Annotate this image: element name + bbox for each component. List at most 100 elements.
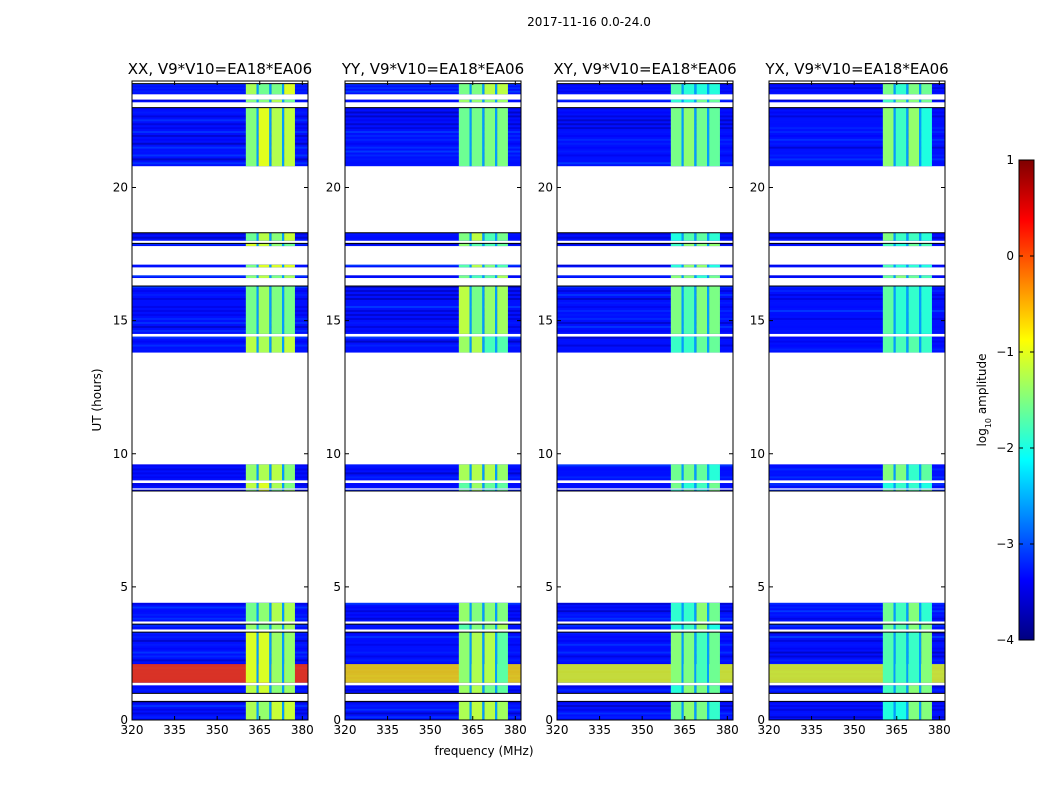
rfi-column — [258, 464, 270, 481]
colorbar-label-log: log — [975, 428, 989, 446]
noise-row — [769, 348, 945, 351]
rfi-column — [683, 232, 695, 241]
rfi-column — [458, 489, 470, 492]
noise-row — [769, 643, 945, 646]
rfi-gap — [256, 602, 259, 622]
x-tick-label: 365 — [248, 723, 271, 737]
rfi-column — [670, 624, 682, 630]
rfi-gap — [256, 632, 259, 683]
y-tick-label: 20 — [113, 181, 128, 195]
noise-row — [132, 651, 308, 654]
noise-row — [132, 489, 308, 491]
rfi-column — [882, 624, 894, 630]
rfi-column — [683, 264, 695, 268]
rfi-column — [458, 107, 470, 167]
rfi-column — [895, 275, 907, 279]
noise-row — [132, 301, 308, 304]
rfi-gap — [482, 489, 485, 492]
rfi-column — [921, 286, 932, 334]
y-tick-label: 5 — [545, 580, 553, 594]
noise-row — [557, 651, 733, 654]
rfi-gap — [893, 107, 896, 167]
rfi-column — [284, 336, 295, 353]
rfi-column — [471, 483, 483, 489]
rfi-column — [271, 632, 283, 683]
rfi-column — [471, 624, 483, 630]
noise-row — [132, 99, 308, 101]
noise-row — [345, 162, 521, 165]
rfi-column — [484, 232, 496, 241]
rfi-column — [497, 243, 508, 247]
rfi-column — [921, 701, 932, 720]
noise-row — [345, 158, 521, 161]
noise-row — [769, 606, 945, 609]
noise-row — [345, 294, 521, 296]
rfi-gap — [919, 99, 922, 103]
x-tick-label: 365 — [673, 723, 696, 737]
noise-row — [557, 643, 733, 646]
noise-row — [769, 301, 945, 304]
noise-row — [132, 275, 308, 277]
noise-row — [769, 232, 945, 235]
colorbar-tick-label: 0 — [1006, 249, 1014, 263]
noise-row — [345, 712, 521, 715]
noise-row — [345, 232, 521, 235]
noise-row — [132, 115, 308, 118]
noise-row — [345, 606, 521, 609]
rfi-column — [895, 286, 907, 334]
noise-row — [769, 716, 945, 719]
rfi-gap — [482, 602, 485, 622]
noise-row — [557, 305, 733, 308]
rfi-column — [271, 232, 283, 241]
rfi-column — [458, 602, 470, 622]
noise-row — [557, 275, 733, 277]
rfi-column — [497, 336, 508, 353]
rfi-column — [471, 83, 483, 95]
data-block — [345, 264, 521, 268]
rfi-column — [709, 624, 720, 630]
rfi-column — [670, 107, 682, 167]
noise-row — [345, 344, 521, 347]
rfi-column — [484, 99, 496, 103]
noise-row — [769, 659, 945, 662]
rfi-column — [458, 632, 470, 683]
rfi-column — [245, 685, 257, 694]
noise-row — [345, 309, 521, 312]
noise-row — [132, 483, 308, 486]
rfi-column — [895, 632, 907, 683]
noise-row — [557, 138, 733, 141]
rfi-gap — [256, 624, 259, 630]
noise-row — [132, 127, 308, 130]
rfi-gap — [282, 83, 285, 95]
rfi-gap — [707, 685, 710, 694]
noise-row — [769, 464, 945, 467]
noise-row — [557, 708, 733, 711]
rfi-column — [921, 489, 932, 492]
noise-row — [769, 115, 945, 118]
rfi-column — [271, 275, 283, 279]
rfi-column — [895, 483, 907, 489]
y-tick-label: 20 — [538, 181, 553, 195]
rfi-column — [484, 624, 496, 630]
rfi-gap — [681, 632, 684, 683]
rfi-column — [484, 336, 496, 353]
noise-row — [557, 146, 733, 149]
rfi-gap — [919, 232, 922, 241]
rfi-column — [484, 83, 496, 95]
y-axis-label: UT (hours) — [90, 368, 104, 431]
rfi-column — [895, 264, 907, 268]
x-tick-label: 380 — [716, 723, 739, 737]
rfi-column — [484, 243, 496, 247]
noise-row — [769, 329, 945, 332]
rfi-gap — [906, 264, 909, 268]
rfi-gap — [919, 107, 922, 167]
data-block — [769, 264, 945, 268]
rfi-column — [696, 602, 708, 622]
rfi-column — [683, 107, 695, 167]
rfi-column — [258, 632, 270, 683]
noise-row — [132, 232, 308, 235]
rfi-column — [908, 99, 920, 103]
data-block — [132, 264, 308, 268]
noise-row — [132, 464, 308, 467]
rfi-gap — [256, 275, 259, 279]
